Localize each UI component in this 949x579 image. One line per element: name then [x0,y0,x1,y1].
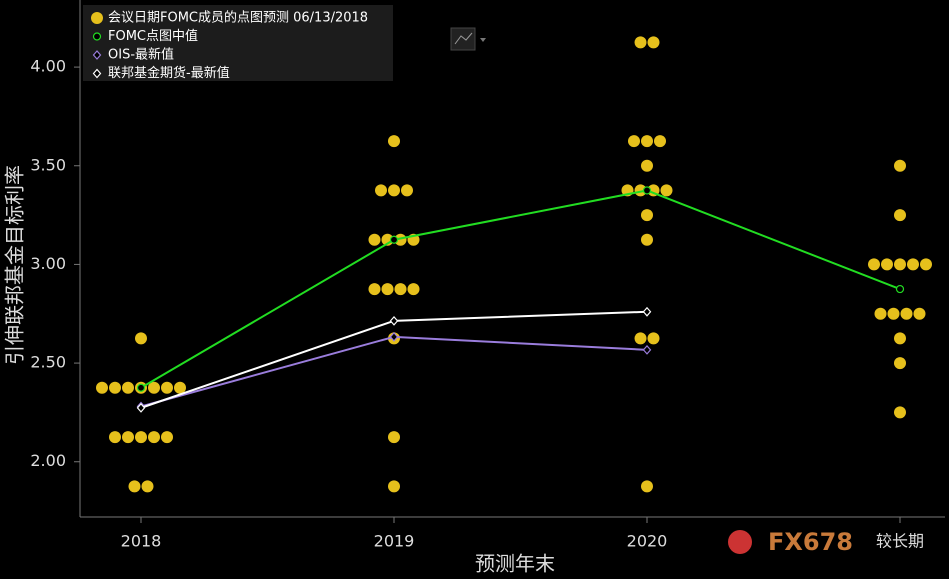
dot [368,283,381,296]
line-marker [389,331,399,342]
y-tick-label: 4.00 [30,57,66,76]
dot [96,381,108,394]
y-tick-label: 3.50 [30,155,66,174]
dot [148,431,160,444]
dot [122,431,134,444]
dot [894,357,906,370]
dot [641,233,653,246]
dot [641,135,653,148]
dot [887,307,900,320]
dot [375,184,387,197]
dot [654,135,666,148]
dot [388,135,400,148]
dot [628,135,640,148]
dot [141,480,154,493]
dot [388,184,400,197]
line-marker [642,186,652,195]
dot [174,381,186,394]
dot [874,307,887,320]
dot [388,480,400,493]
dot [660,184,673,197]
legend-marker [92,32,102,41]
dot [135,332,147,345]
dot [381,283,394,296]
dot [894,159,906,172]
y-axis-label: 引伸联邦基金目标利率 [3,165,27,365]
dot [161,381,173,394]
dot [148,381,160,394]
legend-label: 联邦基金期货-最新值 [108,65,230,81]
dot [407,283,420,296]
dot [394,283,407,296]
dot [647,332,660,345]
dot [647,36,660,49]
dot [641,209,653,222]
legend-label: 会议日期FOMC成员的点图预测 06/13/2018 [108,10,368,26]
dot [634,36,647,49]
y-tick-label: 3.00 [30,254,66,273]
dot [122,381,134,394]
dot [641,480,653,493]
x-tick-label: 较长期 [876,532,924,551]
series-line [140,189,901,389]
dot [394,233,407,246]
dot [894,209,906,222]
dot [128,480,141,493]
y-tick-label: 2.00 [30,451,66,470]
dot [881,258,893,271]
dot [401,184,413,197]
line-marker [642,344,652,355]
legend-marker [92,68,102,79]
x-tick-label: 2018 [121,532,162,551]
dot [368,233,381,246]
dot [135,431,147,444]
line-marker [136,402,146,413]
legend-marker [91,12,103,24]
dot [913,307,926,320]
dot [894,332,906,345]
legend-label: FOMC点图中值 [108,28,198,44]
line-marker [642,306,652,317]
dot [900,307,913,320]
line-marker [136,383,146,392]
y-tick-label: 2.50 [30,353,66,372]
dot [161,431,173,444]
watermark-logo [728,530,752,554]
line-marker [895,284,905,294]
dot [868,258,880,271]
x-axis-label: 预测年末 [475,552,555,576]
legend-box [83,5,393,81]
dot [109,381,121,394]
dot [907,258,919,271]
dot [894,406,906,419]
dot [894,258,906,271]
dot [634,332,647,345]
x-tick-label: 2019 [374,532,415,551]
dot [920,258,932,271]
watermark: FX678 [768,528,853,556]
dot [641,159,653,172]
chart-widget[interactable] [450,27,486,51]
line-marker [389,315,399,326]
legend-label: OIS-最新值 [108,47,174,63]
dot [109,431,121,444]
legend-marker [92,50,102,60]
x-tick-label: 2020 [627,532,668,551]
dot [634,184,647,197]
dot [388,431,400,444]
line-marker [389,235,399,244]
